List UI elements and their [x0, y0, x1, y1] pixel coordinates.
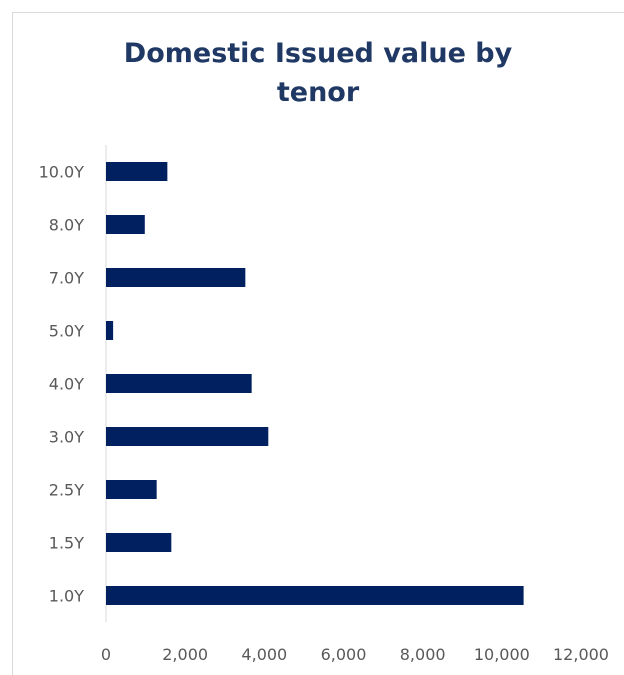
category-label-3.0Y: 3.0Y [49, 428, 84, 447]
x-tick-label-0: 0 [101, 645, 111, 664]
chart-title: Domestic Issued value by tenor [12, 34, 624, 112]
chart-title-line-2: tenor [276, 77, 360, 108]
bars-group [106, 162, 524, 605]
bar-8.0Y [106, 215, 145, 234]
bar-4.0Y [106, 374, 252, 393]
x-tick-label-10000: 10,000 [474, 645, 530, 664]
x-tick-labels-group: 0 2,000 4,000 6,000 8,000 10,000 12,000 [101, 645, 609, 664]
category-label-7.0Y: 7.0Y [49, 269, 84, 288]
category-labels-group: 1.0Y 1.5Y 2.5Y 3.0Y 4.0Y 5.0Y 7.0Y 8.0Y 10.0Y [39, 163, 85, 606]
x-tick-label-6000: 6,000 [321, 645, 367, 664]
x-tick-label-2000: 2,000 [162, 645, 208, 664]
x-tick-label-4000: 4,000 [241, 645, 287, 664]
bar-3.0Y [106, 427, 269, 446]
bar-10.0Y [106, 162, 168, 181]
bar-7.0Y [106, 268, 246, 287]
bar-5.0Y [106, 321, 114, 340]
bar-1.0Y [106, 586, 524, 605]
category-label-8.0Y: 8.0Y [49, 216, 84, 235]
bar-1.5Y [106, 533, 172, 552]
x-tick-label-12000: 12,000 [553, 645, 609, 664]
category-label-4.0Y: 4.0Y [49, 375, 84, 394]
category-label-1.5Y: 1.5Y [49, 534, 84, 553]
category-label-5.0Y: 5.0Y [49, 322, 84, 341]
category-label-2.5Y: 2.5Y [49, 481, 84, 500]
chart-title-line-1: Domestic Issued value by [123, 38, 513, 69]
category-label-1.0Y: 1.0Y [49, 587, 84, 606]
chart-frame [12, 12, 624, 675]
x-tick-label-8000: 8,000 [400, 645, 446, 664]
bar-2.5Y [106, 480, 157, 499]
category-label-10.0Y: 10.0Y [39, 163, 85, 182]
